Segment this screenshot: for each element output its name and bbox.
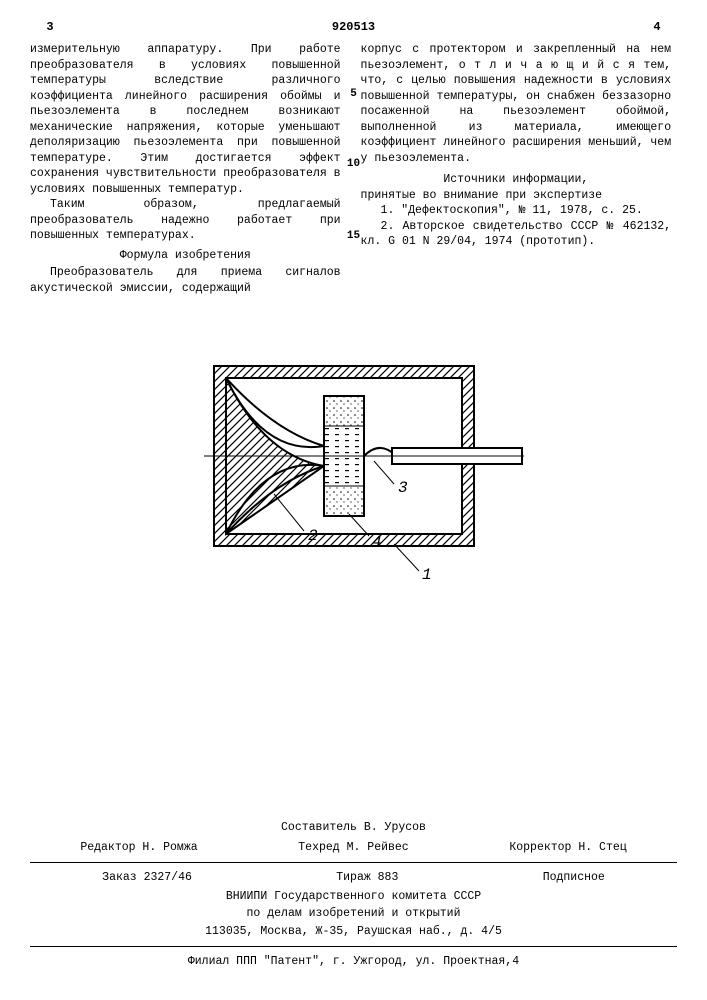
order-row: Заказ 2327/46 Тираж 883 Подписное (30, 869, 677, 886)
order-label: Заказ 2327/46 (102, 869, 192, 886)
subscription-label: Подписное (543, 869, 605, 886)
copies-label: Тираж 883 (336, 869, 398, 886)
formula-title: Формула изобретения (30, 248, 341, 264)
diagram-label-2: 2 (308, 527, 318, 545)
device-diagram: 3 4 2 1 (164, 336, 544, 596)
editor-label: Редактор Н. Ромжа (80, 839, 197, 856)
org-line-1: ВНИИПИ Государственного комитета СССР (30, 888, 677, 905)
corrector-label: Корректор Н. Стец (509, 839, 626, 856)
techred-label: Техред М. Рейвес (298, 839, 408, 856)
left-para-2: Таким образом, предлагаемый преобразоват… (30, 197, 341, 244)
refs-title-1: Источники информации, (361, 172, 672, 188)
org-line-2: по делам изобретений и открытий (30, 905, 677, 922)
header-row: 3 920513 4 (30, 20, 677, 34)
reference-2: 2. Авторское свидетельство СССР № 462132… (361, 219, 672, 250)
page-number-left: 3 (30, 20, 70, 34)
diagram-label-1: 1 (422, 566, 432, 584)
left-para-1: измерительную аппаратуру. При работе пре… (30, 42, 341, 197)
right-para-1: корпус с протектором и закрепленный на н… (361, 42, 672, 166)
document-number: 920513 (70, 20, 637, 34)
footer-separator-2 (30, 946, 677, 947)
diagram-label-3: 3 (398, 479, 408, 497)
page-number-right: 4 (637, 20, 677, 34)
line-marker-5: 5 (350, 88, 357, 100)
left-para-3: Преобразователь для приема сигналов акус… (30, 265, 341, 296)
right-column: корпус с протектором и закрепленный на н… (361, 42, 672, 296)
address-line: 113035, Москва, Ж-35, Раушская наб., д. … (30, 923, 677, 940)
diagram-container: 3 4 2 1 (30, 336, 677, 600)
left-column: измерительную аппаратуру. При работе пре… (30, 42, 341, 296)
reference-1: 1. "Дефектоскопия", № 11, 1978, с. 25. (361, 203, 672, 219)
credits-row: Редактор Н. Ромжа Техред М. Рейвес Корре… (30, 839, 677, 856)
diagram-label-4: 4 (372, 533, 382, 551)
refs-title-2: принятые во внимание при экспертизе (361, 188, 672, 204)
footer: Составитель В. Урусов Редактор Н. Ромжа … (30, 819, 677, 970)
branch-line: Филиал ППП "Патент", г. Ужгород, ул. Про… (30, 953, 677, 970)
compiler-line: Составитель В. Урусов (30, 819, 677, 836)
footer-separator-1 (30, 862, 677, 863)
page: 3 920513 4 5 10 15 измерительную аппарат… (0, 0, 707, 660)
line-marker-15: 15 (347, 230, 360, 242)
line-marker-10: 10 (347, 158, 360, 170)
